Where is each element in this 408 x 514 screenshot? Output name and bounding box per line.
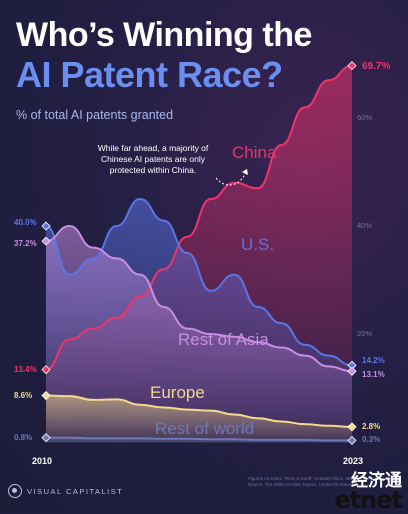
- end-label-china: 69.7%: [362, 60, 391, 72]
- area-rest-of-asia: [46, 226, 352, 442]
- area-europe: [46, 395, 352, 442]
- subtitle: % of total AI patents granted: [16, 108, 174, 122]
- annotation-arrow-head: [242, 169, 248, 175]
- title-line-2: AI Patent Race?: [16, 54, 283, 95]
- marker-europe-end: [347, 422, 357, 432]
- source-note: Figures rounded. "Rest of world" include…: [248, 476, 393, 488]
- end-label-europe: 2.8%: [362, 421, 381, 431]
- end-label-rest-of-world: 0.3%: [362, 435, 381, 445]
- series-name-china: China: [232, 143, 277, 162]
- line-rest-of-asia: [45, 224, 353, 373]
- y-tick-label-40: 40%: [357, 221, 373, 230]
- x-tick-end: 2023: [343, 456, 364, 466]
- start-label-rest-of-world: 0.8%: [14, 432, 33, 442]
- brand-footer: VISUAL CAPITALIST: [8, 484, 123, 498]
- marker-rest-of-world-end: [347, 435, 357, 445]
- watermark-english: etnet: [334, 486, 403, 514]
- end-label-u-s: 14.2%: [362, 356, 385, 366]
- marker-rest-of-asia-start: [41, 236, 51, 246]
- x-tick-start: 2010: [32, 456, 53, 466]
- line-u-s: [45, 197, 353, 367]
- start-label-europe: 8.6%: [14, 390, 33, 400]
- series-name-rest-of-world: Rest of world: [155, 419, 255, 438]
- line-rest-of-world: [46, 436, 352, 442]
- y-tick-label-20: 20%: [357, 329, 373, 338]
- marker-rest-of-asia-end: [347, 366, 357, 376]
- marker-u-s-start: [41, 221, 51, 231]
- marker-europe-start: [41, 390, 51, 401]
- line-europe: [45, 394, 353, 428]
- watermark-chinese: 经济通: [351, 471, 402, 491]
- marker-rest-of-world-start: [41, 433, 51, 443]
- china-annotation: While far ahead, a majority of Chinese A…: [97, 143, 209, 176]
- series-name-u-s: U.S.: [241, 235, 275, 254]
- etnet-watermark: 经济通 etnet: [330, 466, 408, 514]
- start-label-u-s: 40.0%: [14, 218, 37, 227]
- start-label-china: 13.4%: [14, 364, 37, 374]
- visual-capitalist-logo-icon: [8, 484, 22, 498]
- title-line-1: Who’s Winning the: [16, 16, 312, 54]
- y-tick-label-60: 60%: [357, 113, 373, 122]
- series-name-europe: Europe: [150, 383, 205, 402]
- line-china: [45, 64, 353, 371]
- series-name-rest-of-asia: Rest of Asia: [178, 330, 269, 349]
- brand-name: VISUAL CAPITALIST: [27, 486, 124, 496]
- start-label-rest-of-asia: 37.2%: [14, 239, 37, 249]
- marker-china-start: [41, 365, 51, 375]
- marker-china-end: [347, 61, 357, 71]
- end-label-rest-of-asia: 13.1%: [362, 370, 385, 380]
